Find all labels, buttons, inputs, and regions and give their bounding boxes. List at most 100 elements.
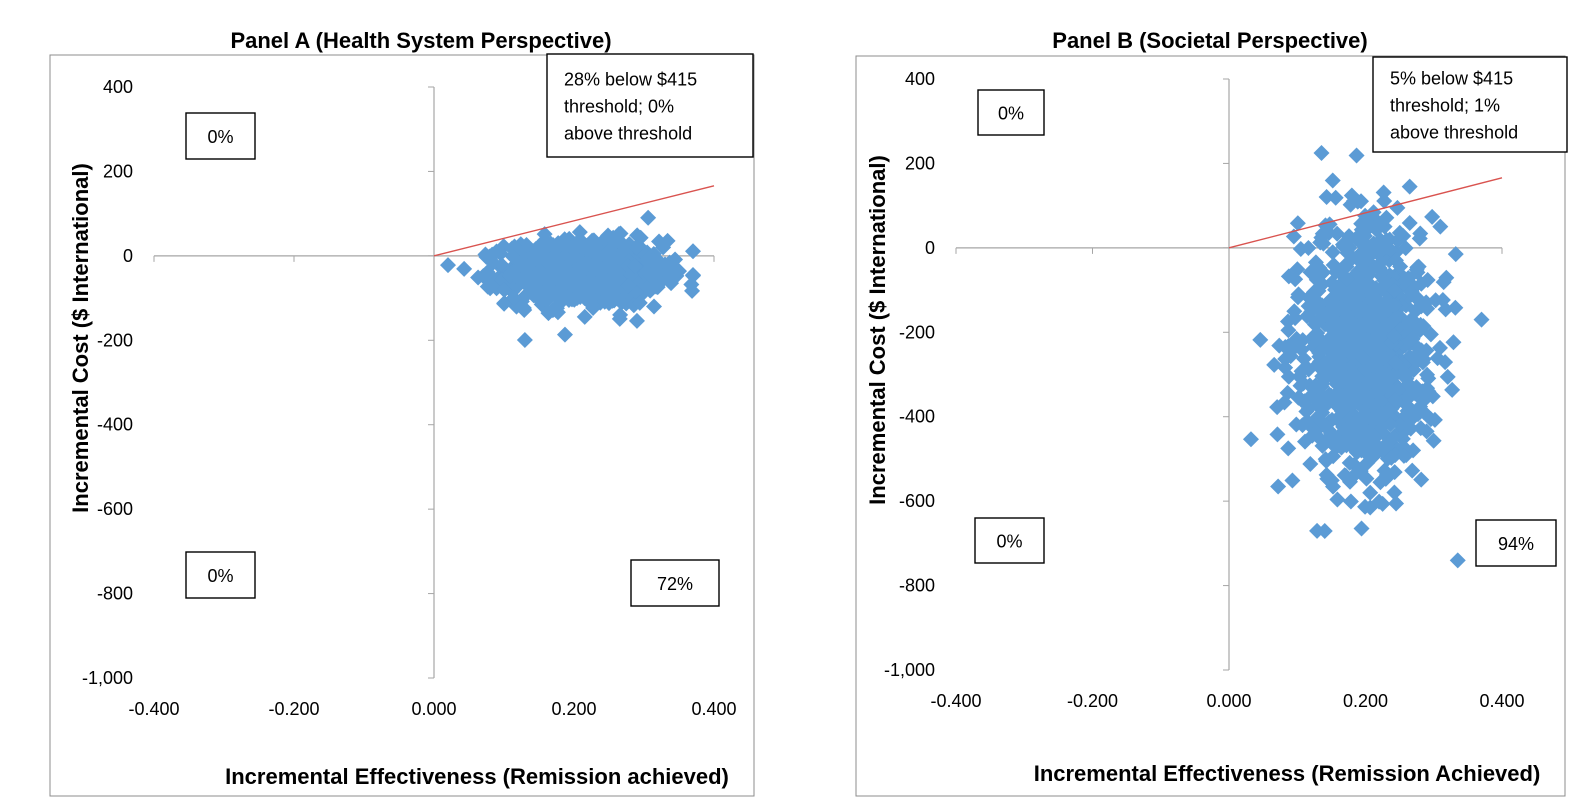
scatter-point [1401,215,1418,232]
scatter-point [1340,389,1357,406]
scatter-point [1343,187,1360,204]
scatter-point [549,264,566,281]
scatter-points [440,209,701,349]
scatter-point [1266,356,1283,373]
scatter-point [482,280,499,297]
scatter-point [620,277,637,294]
scatter-point [1410,258,1427,275]
scatter-point [628,312,645,329]
scatter-point [1401,389,1418,406]
scatter-point [470,269,487,286]
chart-area-border [49,54,755,797]
scatter-point [1293,391,1310,408]
scatter-point [1377,405,1394,422]
scatter-point [1419,300,1436,317]
scatter-point [1313,144,1330,161]
scatter-point [1289,289,1306,306]
scatter-point [647,264,664,281]
scatter-point [612,293,629,310]
scatter-point [1336,467,1353,484]
scatter-point [1301,377,1318,394]
annotation-frame [1372,56,1568,153]
scatter-point [1269,426,1286,443]
scatter-point [1425,432,1442,449]
x-tick-label: 0.000 [411,699,456,719]
y-axis-title: Incremental Cost ($ International) [68,163,93,513]
scatter-point [649,279,666,296]
scatter-point [1325,478,1342,495]
scatter-point [528,241,545,258]
y-tick-label: 0 [925,238,935,258]
annotation-box-se: 72% [630,559,720,607]
scatter-point [640,209,657,226]
scatter-point [1277,359,1294,376]
scatter-point [655,239,672,256]
scatter-point [576,308,593,325]
scatter-point [485,246,502,263]
scatter-point [576,259,593,276]
y-tick-label: -800 [97,584,133,604]
scatter-point [1385,429,1402,446]
scatter-point [1311,429,1328,446]
threshold-line [1228,177,1503,249]
x-tick-label: 0.000 [1206,691,1251,711]
scatter-point [1327,339,1344,356]
annotation-box-ne: 28% below $415 threshold; 0% above thresho… [546,53,754,158]
scatter-point [612,306,629,323]
scatter-point [628,239,645,256]
x-axis-title: Incremental Effectiveness (Remission ach… [225,764,729,789]
scatter-point [1400,418,1417,435]
scatter-point [684,282,701,299]
scatter-point [546,247,563,264]
scatter-point [1288,330,1305,347]
scatter-point [1299,308,1316,325]
annotation-frame [974,517,1045,564]
scatter-point [456,260,473,277]
y-tick-label: 0 [123,246,133,266]
annotation-frame [185,112,256,160]
x-tick-label: 0.200 [1343,691,1388,711]
scatter-point [1401,178,1418,195]
scatter-point [1356,227,1373,244]
annotation-box-se: 94% [1475,519,1557,567]
scatter-point [557,236,574,253]
scatter-point [592,260,609,277]
annotation-text: 94% [1498,534,1534,554]
scatter-point [1431,339,1448,356]
x-axis-title: Incremental Effectiveness (Remission Ach… [1034,761,1541,786]
threshold-line [433,185,715,257]
scatter-point [505,289,522,306]
scatter-point [1379,316,1396,333]
scatter-point [1412,398,1429,415]
scatter-point [1316,368,1333,385]
annotation-text: 0% [207,127,233,147]
scatter-point [515,300,532,317]
scatter-point [556,326,573,343]
scatter-point [1325,448,1342,465]
scatter-point [1420,370,1437,387]
scatter-point [548,300,565,317]
scatter-point [1378,209,1395,226]
scatter-point [1408,301,1425,318]
scatter-point [1289,261,1306,278]
scatter-point [525,272,542,289]
annotation-text: 5% below $415 [1390,69,1513,89]
scatter-point [1375,184,1392,201]
y-tick-label: -400 [899,407,935,427]
scatter-point [1338,341,1355,358]
y-tick-label: -600 [97,499,133,519]
scatter-point [1289,215,1306,232]
scatter-point [1397,240,1414,257]
scatter-point [478,248,495,265]
x-tick-label: 0.200 [551,699,596,719]
scatter-point [645,298,662,315]
y-tick-label: -600 [899,491,935,511]
scatter-point [1342,493,1359,510]
scatter-point [1392,258,1409,275]
y-tick-label: 200 [103,161,133,181]
scatter-point [1374,333,1391,350]
scatter-point [1337,369,1354,386]
annotation-text: above threshold [1390,123,1518,143]
scatter-point [1412,225,1429,242]
